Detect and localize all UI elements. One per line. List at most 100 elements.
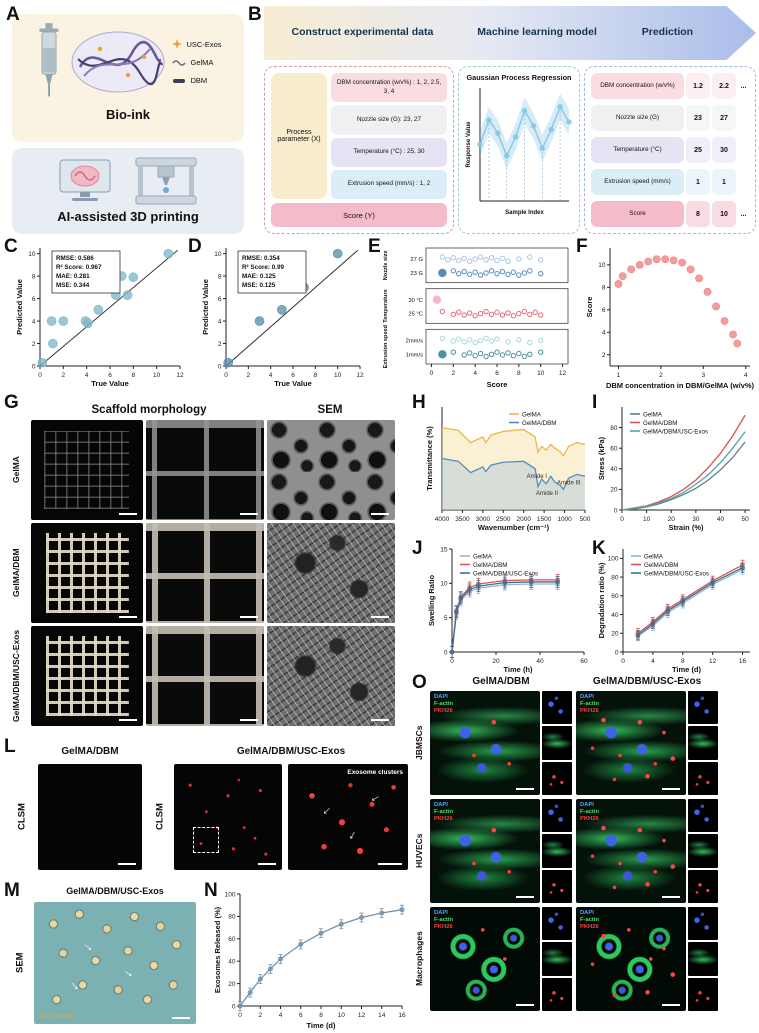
scale-bar	[371, 513, 389, 515]
arrow-icon: →	[66, 974, 87, 994]
svg-text:30: 30	[692, 516, 700, 523]
clsm-label-1: CLSM	[16, 803, 28, 831]
mini-pkh	[542, 761, 572, 795]
exosome-icon	[172, 39, 183, 49]
scale-bar	[258, 863, 276, 865]
svg-text:60: 60	[580, 658, 588, 665]
svg-text:20: 20	[611, 631, 619, 638]
svg-text:12: 12	[709, 658, 717, 665]
gpr-box: Gaussian Process Regression Sample Index…	[458, 66, 580, 234]
svg-text:Score: Score	[487, 380, 508, 389]
panel-letter-i: I	[592, 392, 598, 413]
channel-label: DAPI	[580, 694, 594, 700]
channel-thumbnails	[542, 691, 572, 795]
bioink-legend: USC-Exos GelMA DBM	[172, 39, 222, 85]
prediction-value: 25	[686, 137, 710, 163]
legend-item-gelma: GelMA	[172, 58, 221, 67]
svg-text:16: 16	[739, 658, 747, 665]
scaffold-photo	[31, 523, 143, 623]
svg-text:3: 3	[702, 372, 706, 379]
svg-text:RMSE: 0.354: RMSE: 0.354	[242, 255, 280, 262]
prediction-more: ...	[740, 210, 747, 218]
process-parameter-table: Process parameter (X) DBM concentration …	[264, 66, 454, 234]
svg-text:GelMA/DBM: GelMA/DBM	[473, 562, 507, 569]
svg-text:2: 2	[218, 341, 222, 348]
fluorescence-cell: DAPI F-actin PKH26	[430, 691, 572, 795]
o-header-gelma-dbm-usc: GelMA/DBM/USC-Exos	[592, 676, 702, 687]
mini-dapi	[542, 691, 572, 725]
mini-dapi	[542, 907, 572, 941]
scale-bar	[662, 788, 680, 790]
process-row-extrusion: Extrusion speed (mm/s) : 1, 2	[331, 169, 447, 199]
o-row-label: Macrophages	[414, 931, 424, 987]
panel-n: N 0 2 4 6 8 10 12 14 16 0 20 40 60 80 100 Time (d) Exoso…	[204, 880, 412, 1032]
panel-letter-g: G	[4, 392, 19, 413]
panel-o: O GelMA/DBM GelMA/DBM/USC-Exos JBMSCs DAP…	[412, 672, 759, 1030]
svg-text:80: 80	[611, 574, 619, 581]
mini-actin	[688, 942, 718, 976]
svg-text:2: 2	[258, 1012, 262, 1019]
svg-text:0: 0	[430, 370, 434, 377]
scale-bar	[516, 1004, 534, 1006]
workflow-step-2: Machine learning model	[477, 26, 597, 39]
panel-letter-j: J	[412, 538, 423, 559]
channel-label: F-actin	[580, 701, 600, 708]
channel-label: F-actin	[434, 701, 454, 708]
prediction-row: Score 8 10...	[591, 201, 749, 227]
svg-text:R² Score: 0.99: R² Score: 0.99	[242, 264, 284, 271]
fluorescence-image: DAPI F-actin PKH26	[576, 691, 686, 795]
svg-text:4: 4	[744, 372, 748, 379]
svg-text:2: 2	[451, 370, 455, 377]
svg-text:8: 8	[32, 273, 36, 280]
svg-text:14: 14	[378, 1012, 386, 1019]
svg-text:Nozzle size: Nozzle size	[383, 250, 389, 280]
mini-dapi	[688, 799, 718, 833]
svg-text:8: 8	[132, 372, 136, 379]
panel-letter-e: E	[368, 236, 381, 257]
printing-illustration: AI-assisted 3D printing	[12, 148, 244, 234]
workflow-step-1: Construct experimental data	[291, 26, 434, 39]
svg-text:DBM concentration in DBM/GelMA: DBM concentration in DBM/GelMA (w/v%)	[606, 381, 755, 390]
svg-text:6: 6	[602, 307, 606, 314]
prediction-row-label: Extrusion speed (mm/s)	[591, 169, 684, 195]
svg-text:Predicted Value: Predicted Value	[15, 279, 24, 335]
svg-text:GelMA/DBM/USC-Exos: GelMA/DBM/USC-Exos	[644, 570, 709, 577]
svg-text:23 G: 23 G	[410, 271, 423, 277]
process-parameter-label: Process parameter (X)	[271, 73, 327, 199]
svg-text:MSE: 0.344: MSE: 0.344	[56, 282, 90, 289]
panel-letter-c: C	[4, 236, 18, 257]
svg-text:20: 20	[228, 981, 236, 988]
clsm-label-2: CLSM	[154, 803, 166, 831]
svg-text:Strain (%): Strain (%)	[668, 523, 704, 532]
prediction-row-label: Score	[591, 201, 684, 227]
svg-text:GelMA: GelMA	[473, 553, 493, 560]
svg-text:Stress (kPa): Stress (kPa)	[597, 436, 606, 480]
svg-text:40: 40	[717, 516, 725, 523]
sem-image	[267, 523, 395, 623]
svg-text:12: 12	[176, 372, 184, 379]
svg-text:Degradation ratio (%): Degradation ratio (%)	[597, 562, 606, 638]
svg-text:10: 10	[214, 251, 222, 258]
channel-label: PKH26	[434, 816, 453, 823]
svg-text:12: 12	[356, 372, 364, 379]
clsm-image-gelma-dbm	[38, 764, 142, 870]
svg-text:GelMA: GelMA	[644, 553, 664, 560]
svg-text:GelMA/DBM/USC-Exos: GelMA/DBM/USC-Exos	[643, 428, 708, 435]
svg-text:40: 40	[536, 658, 544, 665]
fluorescence-cell: DAPI F-actin PKH26	[430, 799, 572, 903]
score-row: Score (Y)	[271, 203, 447, 227]
channel-labels: DAPI F-actin PKH26	[434, 694, 453, 716]
channel-label: PKH26	[434, 924, 453, 931]
mini-dapi	[688, 907, 718, 941]
svg-text:4: 4	[473, 370, 477, 377]
scaffold-closeup	[146, 523, 264, 623]
channel-labels: DAPI F-actin PKH26	[580, 910, 599, 932]
bioink-illustration: USC-Exos GelMA DBM Bio-ink	[12, 14, 244, 142]
svg-text:Response Value: Response Value	[466, 121, 472, 168]
scale-bar	[119, 616, 137, 618]
svg-text:3000: 3000	[476, 516, 491, 523]
svg-text:GelMA/DBM: GelMA/DBM	[644, 562, 678, 569]
arrow-icon: →	[79, 935, 99, 956]
svg-text:Time (d): Time (d)	[672, 665, 702, 674]
svg-text:2000: 2000	[516, 516, 531, 523]
